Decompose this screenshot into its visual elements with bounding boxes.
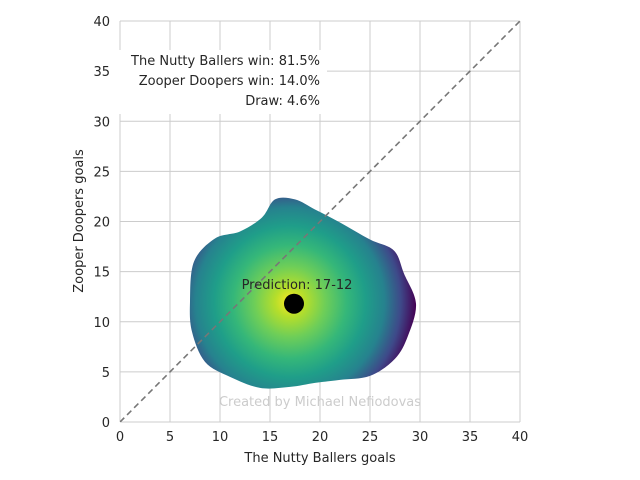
diagonal-layer (120, 21, 520, 422)
prediction-label: Prediction: 17-12 (242, 278, 353, 293)
density-layer (189, 197, 417, 389)
y-tick-label: 35 (93, 65, 110, 80)
y-tick-label: 5 (102, 366, 110, 381)
y-tick-label: 10 (93, 316, 110, 331)
density-heatmap (189, 197, 417, 389)
probability-annotations: The Nutty Ballers win: 81.5% Zooper Doop… (113, 50, 327, 114)
x-tick-label: 15 (262, 430, 279, 445)
x-tick-label: 0 (116, 430, 124, 445)
home-win-text: The Nutty Ballers win: 81.5% (130, 54, 320, 69)
x-axis-label: The Nutty Ballers goals (243, 451, 395, 466)
credit-text: Created by Michael Nefiodovas (219, 395, 421, 410)
tick-labels: 0 5 10 15 20 25 30 35 40 0 5 10 15 20 25 30 35 40 (93, 15, 528, 445)
prediction-point (284, 293, 304, 314)
y-tick-label: 25 (93, 165, 110, 180)
y-tick-label: 30 (93, 115, 110, 130)
y-tick-label: 0 (102, 416, 110, 431)
x-tick-label: 30 (412, 430, 429, 445)
y-axis-label: Zooper Doopers goals (72, 149, 87, 293)
diagonal-line (120, 21, 520, 422)
x-tick-label: 5 (166, 430, 174, 445)
draw-text: Draw: 4.6% (245, 94, 320, 109)
x-tick-label: 35 (462, 430, 479, 445)
annotation-background (113, 50, 327, 114)
y-tick-label: 15 (93, 266, 110, 281)
x-tick-label: 10 (212, 430, 229, 445)
x-tick-label: 40 (512, 430, 529, 445)
x-tick-label: 25 (362, 430, 379, 445)
x-tick-label: 20 (312, 430, 329, 445)
away-win-text: Zooper Doopers win: 14.0% (139, 74, 320, 89)
y-tick-label: 20 (93, 216, 110, 231)
y-tick-label: 40 (93, 15, 110, 30)
